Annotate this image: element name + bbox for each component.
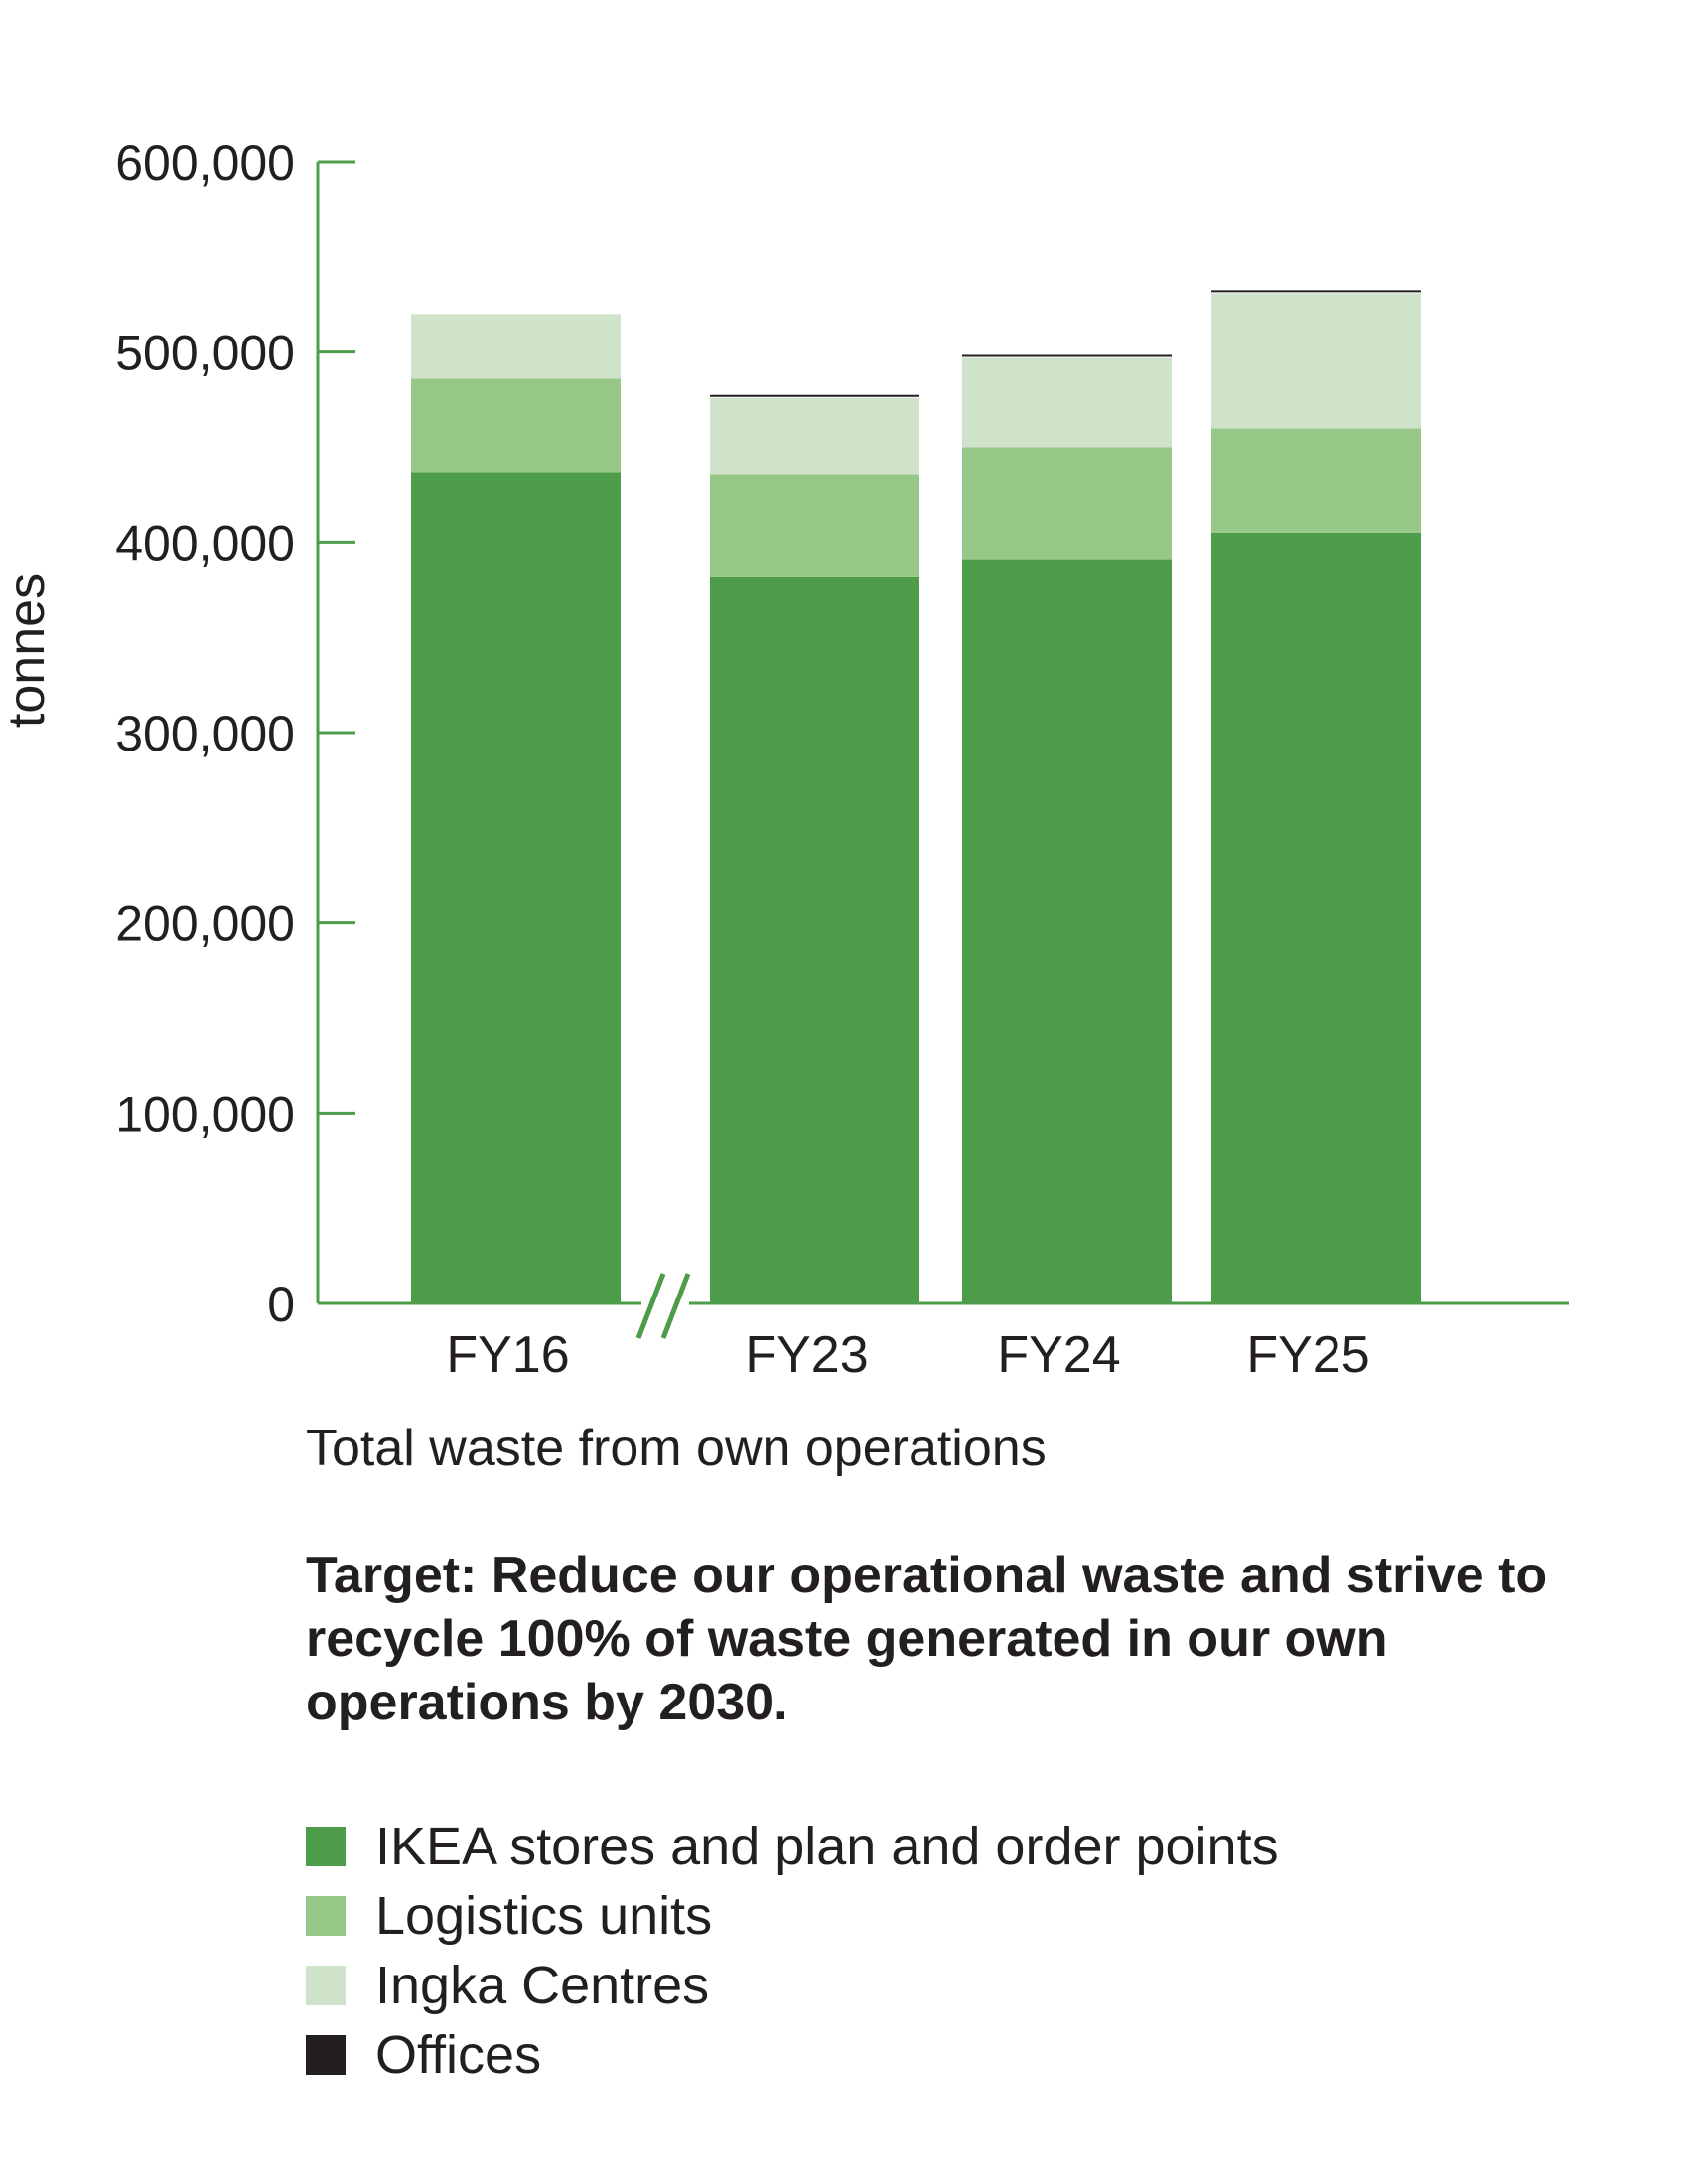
y-axis-label: tonnes	[0, 573, 56, 728]
legend-item: IKEA stores and plan and order points	[306, 1812, 1279, 1881]
target-statement: Target: Reduce our operational waste and…	[306, 1547, 1548, 1731]
y-tick-label: 100,000	[115, 1086, 295, 1142]
chart-caption: Total waste from own operations	[306, 1420, 1047, 1477]
bar-segment	[411, 472, 621, 1304]
bar-segment	[1211, 532, 1421, 1303]
x-tick-label: FY16	[446, 1326, 569, 1384]
x-tick-label: FY24	[997, 1326, 1120, 1384]
bar-segment	[411, 378, 621, 473]
x-tick-label: FY25	[1246, 1326, 1369, 1384]
y-tick-label: 300,000	[115, 706, 295, 761]
bar-segment	[962, 354, 1172, 357]
bar-segment	[710, 397, 919, 475]
legend-label: IKEA stores and plan and order points	[375, 1817, 1279, 1876]
x-tick-label: FY23	[745, 1326, 868, 1384]
y-tick-label: 0	[267, 1277, 295, 1332]
legend-label: Offices	[375, 2025, 542, 2085]
axis-break-marker	[635, 1273, 691, 1339]
stacked-bar-chart: tonnes 0 100,000 200,000 300,000 400,000 500,…	[0, 135, 1569, 1384]
y-tick-label: 200,000	[115, 896, 295, 952]
y-tick-label: 600,000	[115, 135, 295, 191]
legend-label: Ingka Centres	[375, 1956, 710, 2015]
y-tick-label: 400,000	[115, 515, 295, 571]
y-tick-label: 500,000	[115, 326, 295, 381]
bar-segment	[710, 474, 919, 577]
legend-label: Logistics units	[375, 1886, 713, 1946]
bar-segment	[962, 559, 1172, 1303]
legend-swatch	[306, 1966, 346, 2005]
bar-segment	[1211, 428, 1421, 533]
bar-segment	[1211, 293, 1421, 429]
legend-item: Logistics units	[306, 1881, 1279, 1951]
legend: IKEA stores and plan and order points Lo…	[306, 1812, 1279, 2090]
legend-item: Ingka Centres	[306, 1951, 1279, 2020]
bar-segment	[962, 357, 1172, 448]
legend-swatch	[306, 1827, 346, 1866]
legend-item: Offices	[306, 2020, 1279, 2090]
legend-swatch	[306, 2035, 346, 2075]
bar-segment	[1211, 290, 1421, 293]
bar-segment	[411, 314, 621, 379]
legend-swatch	[306, 1896, 346, 1936]
bar-segment	[710, 576, 919, 1303]
bar-segment	[962, 447, 1172, 560]
bar-segment	[710, 394, 919, 397]
